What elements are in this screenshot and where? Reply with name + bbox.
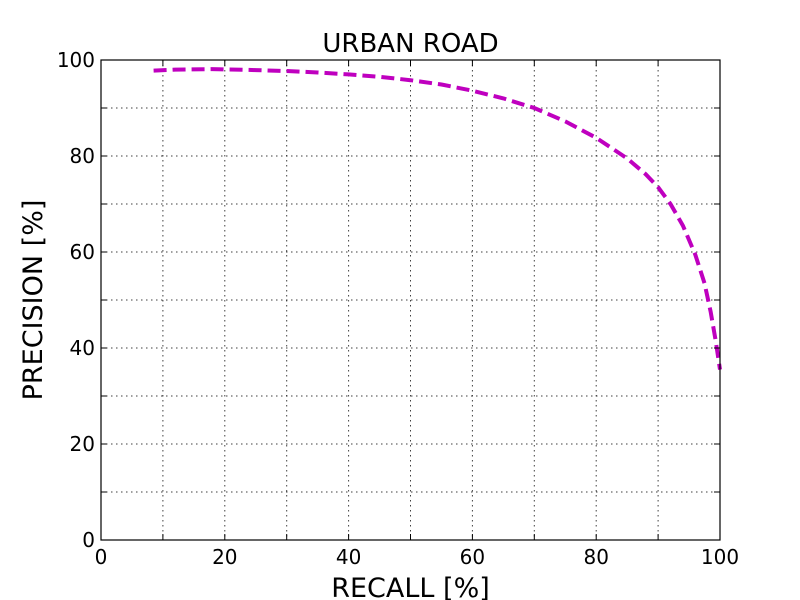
y-tick-label: 80 xyxy=(70,144,95,168)
y-tick-label: 0 xyxy=(82,528,95,552)
tick-labels: 0 20 40 60 80 100 0 20 40 60 80 100 xyxy=(57,48,739,569)
x-tick-label: 40 xyxy=(336,545,361,569)
x-tick-label: 100 xyxy=(701,545,739,569)
y-tick-label: 20 xyxy=(70,432,95,456)
y-axis-label: PRECISION [%] xyxy=(18,200,49,401)
series-line-0 xyxy=(153,67,722,370)
x-tick-label: 60 xyxy=(460,545,485,569)
ticks xyxy=(100,59,721,541)
y-tick-label: 100 xyxy=(57,48,95,72)
series-layer xyxy=(153,67,722,370)
y-tick-label: 40 xyxy=(70,336,95,360)
x-tick-label: 0 xyxy=(95,545,108,569)
x-axis-label: RECALL [%] xyxy=(331,573,490,600)
y-tick-label: 60 xyxy=(70,240,95,264)
grid xyxy=(101,60,720,540)
x-tick-label: 80 xyxy=(583,545,608,569)
x-tick-label: 20 xyxy=(212,545,237,569)
chart-title: URBAN ROAD xyxy=(322,29,498,59)
